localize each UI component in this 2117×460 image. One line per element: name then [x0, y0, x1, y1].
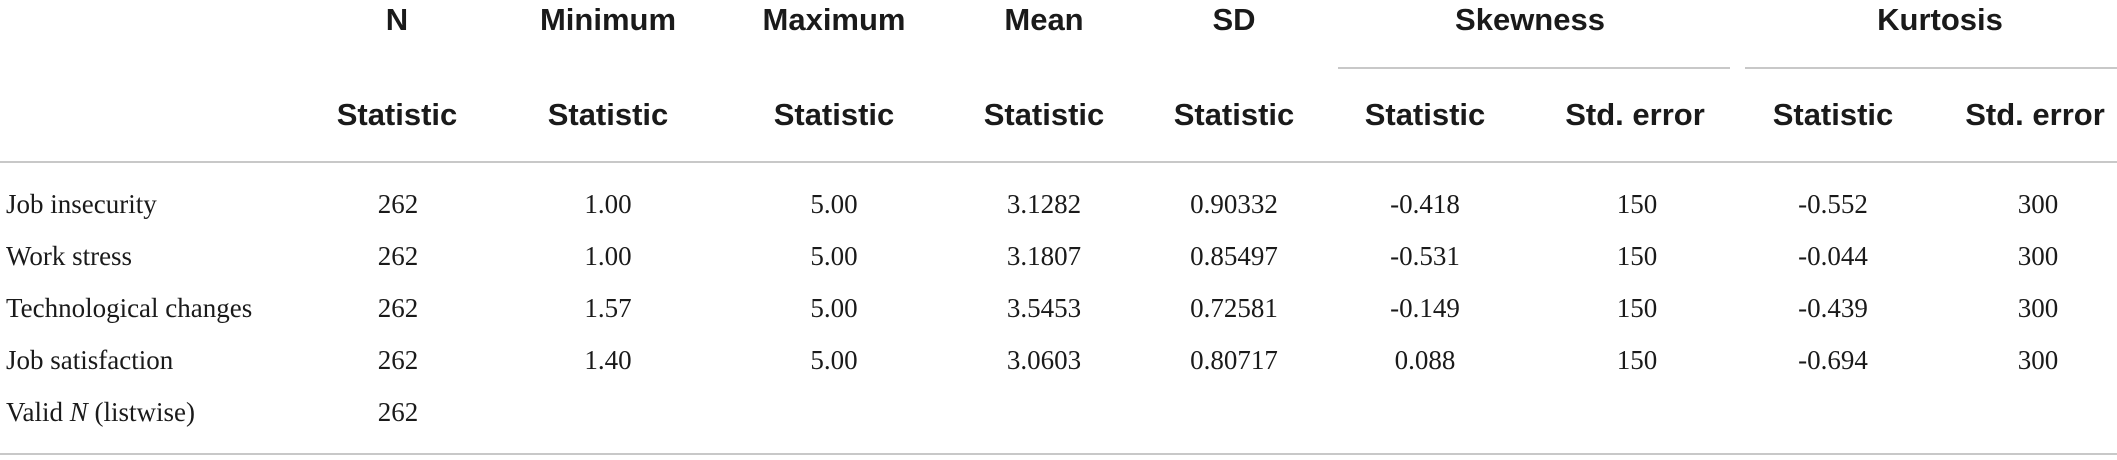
table-cell: 5.00: [810, 241, 858, 271]
header-sd: SD: [1212, 2, 1256, 37]
header-minimum: Minimum: [539, 2, 677, 37]
row-label-job-insecurity: Job insecurity: [6, 189, 157, 219]
table-cell: 300: [2017, 189, 2059, 219]
subheader-skewness-std-error: Std. error: [1565, 97, 1705, 132]
table-cell: -0.149: [1390, 293, 1460, 323]
subheader-maximum-statistic: Statistic: [773, 97, 895, 132]
subheader-mean-statistic: Statistic: [983, 97, 1105, 132]
row-label-valid-n-listwise: Valid N (listwise): [6, 397, 195, 428]
table-cell: 0.72581: [1190, 293, 1278, 323]
table-cell: -0.531: [1390, 241, 1460, 271]
table-cell: -0.418: [1390, 189, 1460, 219]
header-mean: Mean: [1004, 2, 1084, 37]
row-label-work-stress: Work stress: [6, 241, 133, 271]
table-bottom-rule: [0, 453, 2117, 455]
subheader-sd-statistic: Statistic: [1173, 97, 1295, 132]
table-cell: 150: [1616, 293, 1658, 323]
table-cell: 0.85497: [1190, 241, 1278, 271]
table-cell: 3.1807: [1006, 241, 1082, 271]
valid-label-n: N: [69, 397, 88, 427]
table-cell: 300: [2017, 345, 2059, 375]
table-cell: 0.088: [1394, 345, 1456, 375]
subheader-kurtosis-std-error: Std. error: [1965, 97, 2105, 132]
table-cell: 150: [1616, 241, 1658, 271]
kurtosis-spanner-rule: [1745, 67, 2117, 69]
skewness-spanner-rule: [1338, 67, 1730, 69]
subheader-minimum-statistic: Statistic: [547, 97, 669, 132]
subheader-kurtosis-statistic: Statistic: [1772, 97, 1894, 132]
table-cell: 0.90332: [1190, 189, 1278, 219]
table-cell: 5.00: [810, 293, 858, 323]
valid-label-pre: Valid: [6, 397, 70, 427]
table-cell: 1.00: [584, 241, 632, 271]
table-cell: 1.00: [584, 189, 632, 219]
table-cell: 5.00: [810, 345, 858, 375]
table-cell: 262: [377, 293, 419, 323]
subheader-n-statistic: Statistic: [336, 97, 458, 132]
table-cell: -0.439: [1798, 293, 1868, 323]
table-cell: 150: [1616, 189, 1658, 219]
table-cell: 1.40: [584, 345, 632, 375]
table-cell: -0.552: [1798, 189, 1868, 219]
table-cell: 3.0603: [1006, 345, 1082, 375]
table-cell: 3.1282: [1006, 189, 1082, 219]
header-skewness: Skewness: [1455, 2, 1605, 37]
table-cell: 262: [377, 397, 419, 427]
table-cell: 1.57: [584, 293, 632, 323]
table-cell: -0.044: [1798, 241, 1868, 271]
table-cell: -0.694: [1798, 345, 1868, 375]
table-cell: 5.00: [810, 189, 858, 219]
row-label-job-satisfaction: Job satisfaction: [6, 345, 174, 375]
row-label-technological-changes: Technological changes: [6, 293, 253, 323]
header-n: N: [385, 2, 409, 37]
table-cell: 3.5453: [1006, 293, 1082, 323]
header-kurtosis: Kurtosis: [1877, 2, 2003, 37]
table-cell: 150: [1616, 345, 1658, 375]
table-cell: 262: [377, 189, 419, 219]
header-bottom-rule: [0, 161, 2117, 163]
valid-label-post: (listwise): [87, 397, 196, 427]
header-maximum: Maximum: [762, 2, 906, 37]
table-cell: 262: [377, 345, 419, 375]
table-cell: 262: [377, 241, 419, 271]
table-cell: 300: [2017, 293, 2059, 323]
table-cell: 0.80717: [1190, 345, 1278, 375]
subheader-skewness-statistic: Statistic: [1364, 97, 1486, 132]
table-cell: 300: [2017, 241, 2059, 271]
